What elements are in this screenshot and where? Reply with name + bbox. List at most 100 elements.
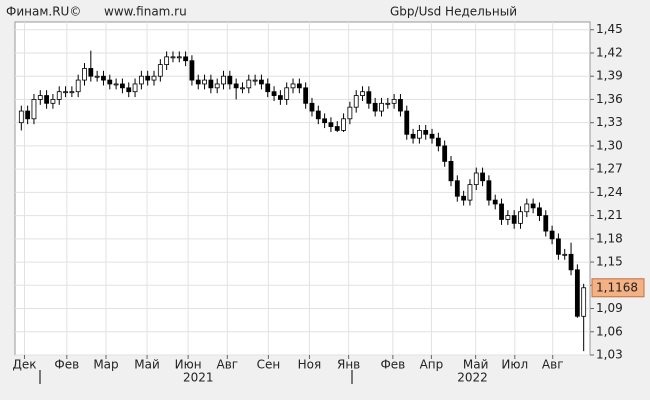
candle-body [549,230,555,240]
candle-body [366,91,372,104]
candle-body [82,68,87,81]
y-tick-label: 1,39 [596,69,623,83]
candle-body [214,83,220,89]
candle-body [530,203,536,209]
y-tick-label: 1,45 [596,22,623,36]
candle-body [138,75,144,85]
x-tick-label: Июн [175,358,202,372]
candle-body [157,64,163,77]
candle-body [296,83,302,89]
y-tick-label: 1,15 [596,255,623,269]
candle-body [429,133,435,139]
x-tick-label: Апр [420,358,444,372]
candle-body [537,207,542,217]
candle-body [69,91,75,94]
candle-body [574,269,580,317]
candle-body [246,79,252,89]
candle-body [227,75,233,85]
candle-body [271,91,277,96]
plot-area [14,21,591,356]
candle-body [518,211,523,224]
candle-body [334,126,340,131]
candle-body [126,87,132,93]
candle-body [252,79,258,82]
candle-body [277,95,283,100]
candle-body [385,102,391,105]
candle-body [492,199,498,205]
x-tick-label: Дек [12,358,36,372]
candle-body [75,79,81,93]
candle-body [18,110,24,124]
y-tick-label: 1,27 [596,162,623,176]
x-tick-label: Авг [217,358,239,372]
candle-body [132,83,138,93]
candle-body [113,83,119,86]
candle-body [404,110,410,135]
candle-body [398,99,403,112]
url: www.finam.ru [104,5,187,19]
candle-body [524,203,530,213]
y-tick-label: 1,06 [596,324,623,338]
candle-body [322,118,328,124]
candle-body [372,102,378,112]
candle-body [423,130,429,135]
candle-body [467,184,473,201]
candle-body [101,75,106,81]
candle-body [410,133,416,139]
candle-body [486,180,492,201]
candle-body [416,130,422,139]
y-tick-label: 1,42 [596,45,623,59]
last-price-label: 1,1168 [596,280,638,294]
x-tick-label: Фев [54,358,79,372]
candle-body [347,106,353,120]
candle-body [31,99,37,120]
x-tick-label: Янв [337,358,360,372]
candle-body [341,118,346,131]
candle-body [461,195,467,201]
source: Финам.RU© [6,5,81,19]
candle-body [189,60,195,81]
candle-body [290,83,296,89]
candle-body [315,110,321,120]
candle-body [25,110,31,120]
x-tick-label: Май [463,358,489,372]
candle-body [221,75,226,85]
y-tick-label: 1,09 [596,301,623,315]
candle-body [360,91,365,96]
y-tick-label: 1,03 [596,348,623,362]
candle-body [303,87,309,104]
candle-body [107,79,113,85]
candle-body [145,75,151,81]
y-tick-label: 1,33 [596,115,623,129]
x-tick-label: Май [134,358,160,372]
candle-body [164,56,170,65]
candle-body [499,203,504,220]
candle-body [556,238,561,255]
candle-body [233,83,239,89]
candle-body [88,68,94,77]
candle-body [391,99,397,104]
candle-body [44,95,49,104]
candle-body [63,91,68,94]
candle-body [265,83,271,93]
y-tick-label: 1,36 [596,92,623,106]
candle-body [50,99,56,104]
candle-body [259,79,264,85]
y-tick-label: 1,18 [596,231,623,245]
year-label: 2022 [457,371,488,385]
x-tick-label: Ноя [298,358,322,372]
candle-body [56,91,62,100]
candle-body [353,95,359,108]
candle-body [202,79,207,85]
x-tick-label: Сен [257,358,281,372]
chart-title: Gbp/Usd Недельный [390,5,517,19]
candle-body [379,102,384,112]
candle-body [183,56,189,62]
candle-body [328,122,334,127]
candle-body [562,253,568,256]
candle-body [94,75,100,78]
y-tick-label: 1,24 [596,185,623,199]
candle-body [284,87,290,100]
y-tick-label: 1,30 [596,138,623,152]
